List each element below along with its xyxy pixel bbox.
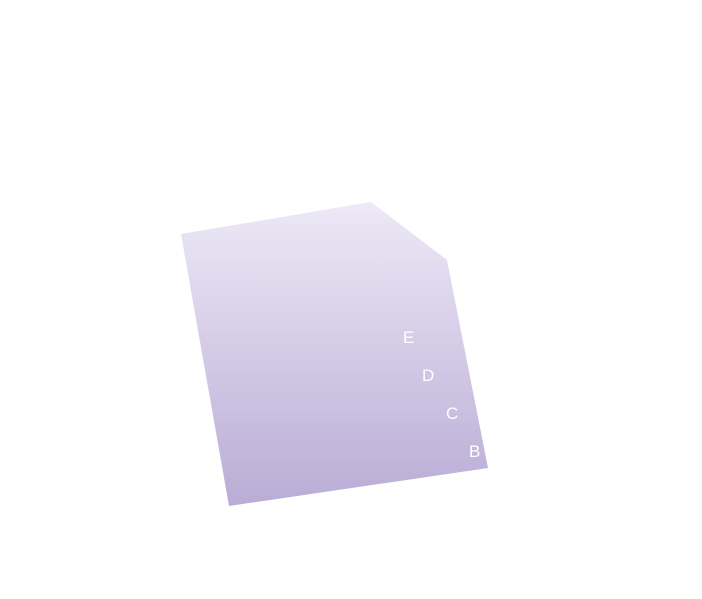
label-stack: E D C B bbox=[403, 328, 480, 461]
label-d: D bbox=[422, 366, 434, 385]
label-b: B bbox=[469, 442, 480, 461]
label-e: E bbox=[403, 328, 414, 347]
label-c: C bbox=[446, 404, 458, 423]
folded-corner-card bbox=[181, 202, 488, 506]
